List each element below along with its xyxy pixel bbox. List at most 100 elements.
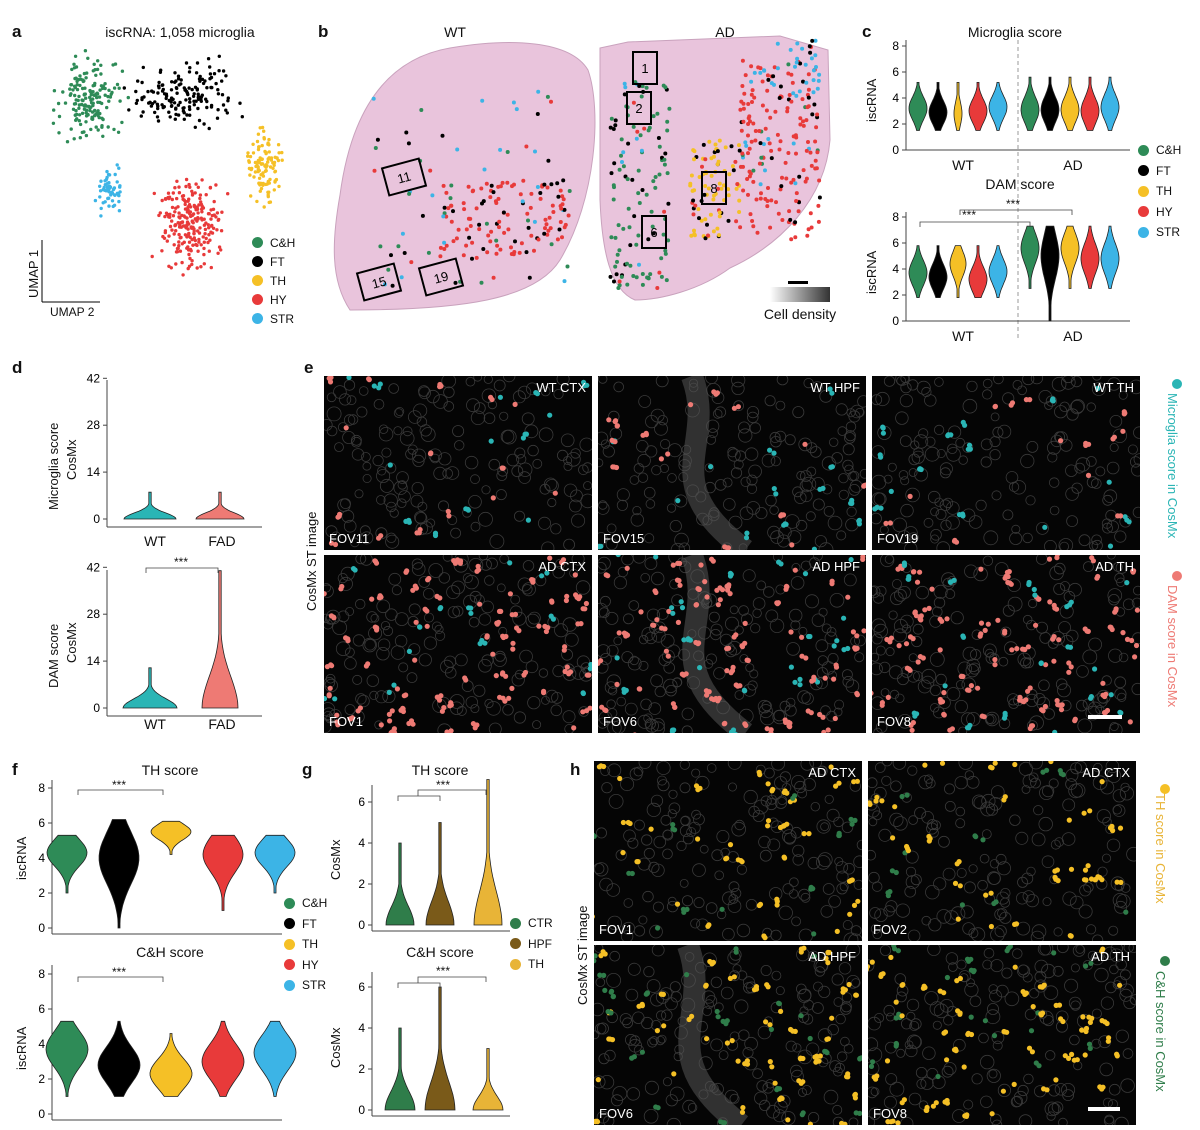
cell-outline bbox=[361, 452, 371, 462]
cell-outline bbox=[758, 835, 771, 849]
cell-outline bbox=[640, 572, 650, 583]
cell-outline bbox=[879, 945, 892, 956]
legend-item: FT bbox=[284, 914, 327, 935]
cell-outline bbox=[982, 389, 993, 400]
umap-point bbox=[176, 77, 181, 81]
spot bbox=[752, 95, 757, 100]
cell-dot bbox=[742, 620, 748, 626]
cell-outline bbox=[478, 511, 493, 527]
spot bbox=[529, 233, 534, 238]
cell-outline bbox=[1011, 524, 1021, 534]
cell-dot bbox=[788, 1026, 794, 1033]
cell-outline bbox=[854, 634, 866, 647]
cell-outline bbox=[789, 877, 799, 887]
umap-point bbox=[70, 67, 74, 72]
cell-outline bbox=[770, 456, 781, 467]
cell-outline bbox=[831, 973, 844, 986]
cell-dot bbox=[1088, 876, 1095, 882]
legend-label: FT bbox=[270, 254, 285, 269]
cell-outline bbox=[478, 659, 492, 673]
spot bbox=[511, 100, 516, 105]
cell-outline bbox=[1012, 948, 1023, 959]
th-legend-dot bbox=[1160, 784, 1170, 794]
cell-outline bbox=[494, 650, 506, 662]
cell-outline bbox=[1013, 1090, 1028, 1105]
cell-dot bbox=[670, 826, 676, 832]
cell-dot bbox=[979, 713, 985, 719]
tissue-band bbox=[681, 376, 752, 550]
cell-outline bbox=[1066, 408, 1079, 421]
cell-outline bbox=[539, 483, 551, 495]
cell-outline bbox=[1090, 952, 1104, 966]
h-legend-dots bbox=[1160, 784, 1170, 966]
cell-dot bbox=[1031, 586, 1037, 593]
cell-outline bbox=[1091, 1008, 1102, 1019]
cell-dot bbox=[952, 1046, 959, 1052]
cell-outline bbox=[1093, 762, 1103, 773]
cell-outline bbox=[824, 794, 834, 804]
cell-outline bbox=[900, 376, 910, 383]
spot bbox=[797, 89, 802, 94]
cell-outline bbox=[682, 895, 694, 907]
cell-dot bbox=[326, 693, 332, 699]
spot bbox=[613, 264, 618, 269]
spot bbox=[793, 133, 798, 138]
cell-dot bbox=[702, 579, 708, 585]
umap-point bbox=[187, 86, 191, 90]
umap-point bbox=[164, 94, 169, 98]
cell-outline bbox=[372, 455, 384, 467]
cell-dot bbox=[1088, 694, 1094, 700]
d-top-wt-violin bbox=[123, 491, 177, 520]
cell-outline bbox=[468, 495, 482, 509]
cell-outline bbox=[653, 835, 667, 849]
cell-outline bbox=[1109, 721, 1119, 731]
spot bbox=[449, 219, 454, 224]
cell-outline bbox=[1132, 506, 1140, 518]
cell-dot bbox=[547, 412, 553, 418]
cell-outline bbox=[843, 573, 857, 587]
cell-dot bbox=[874, 504, 880, 510]
cell-outline bbox=[506, 453, 520, 467]
cell-outline bbox=[326, 406, 342, 422]
cell-outline bbox=[1054, 837, 1065, 847]
spot bbox=[444, 214, 449, 219]
cell-dot bbox=[802, 571, 809, 577]
cell-dot bbox=[1035, 596, 1042, 602]
cell-dot bbox=[394, 686, 400, 692]
umap-point bbox=[256, 167, 260, 171]
legend-dot bbox=[284, 918, 295, 930]
cell-outline bbox=[838, 962, 852, 975]
cell-dot bbox=[968, 683, 974, 689]
cell-outline bbox=[1105, 509, 1117, 522]
cell-outline bbox=[1044, 540, 1057, 550]
umap-point bbox=[185, 220, 190, 224]
cell-dot bbox=[767, 1059, 773, 1065]
umap-point bbox=[194, 71, 199, 75]
cell-outline bbox=[770, 435, 782, 448]
spot bbox=[644, 192, 649, 197]
cell-dot bbox=[735, 1058, 741, 1064]
cell-outline bbox=[1051, 1101, 1064, 1114]
cell-dot bbox=[346, 376, 352, 381]
cell-dot bbox=[1051, 950, 1057, 956]
spot bbox=[793, 64, 797, 69]
spot bbox=[697, 175, 702, 179]
tile-tag: AD CTX bbox=[538, 559, 586, 574]
spot bbox=[717, 210, 722, 215]
cell-outline bbox=[1106, 838, 1121, 853]
spot bbox=[556, 194, 561, 199]
cell-outline bbox=[988, 984, 999, 994]
cell-outline bbox=[1039, 945, 1054, 956]
cell-outline bbox=[1109, 443, 1119, 453]
cell-dot bbox=[728, 670, 734, 676]
cell-outline bbox=[1042, 897, 1052, 907]
spot bbox=[544, 222, 549, 227]
fov-box-label: 2 bbox=[635, 101, 642, 116]
cell-dot bbox=[1058, 438, 1064, 444]
c-bottom-wt-violin bbox=[968, 245, 988, 298]
c-bottom-wt-violin bbox=[949, 245, 967, 298]
spot bbox=[741, 119, 746, 124]
cell-dot bbox=[880, 430, 886, 436]
cell-dot bbox=[489, 396, 495, 403]
